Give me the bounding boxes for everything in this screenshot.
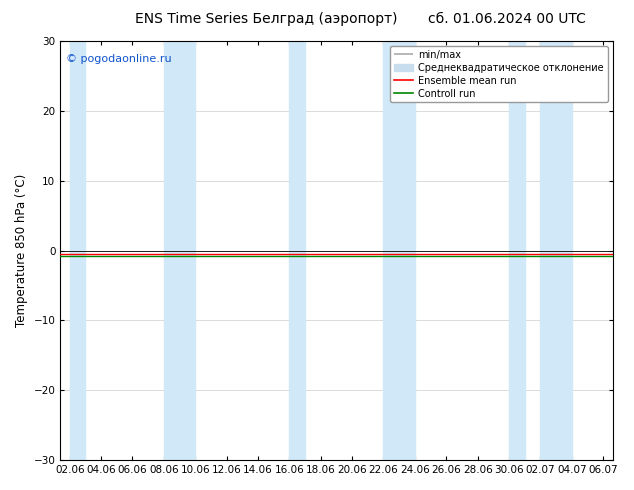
Bar <box>384 41 415 460</box>
Y-axis label: Temperature 850 hPa (°C): Temperature 850 hPa (°C) <box>15 174 28 327</box>
Bar <box>540 41 572 460</box>
Bar <box>509 41 525 460</box>
Legend: min/max, Среднеквадратическое отклонение, Ensemble mean run, Controll run: min/max, Среднеквадратическое отклонение… <box>390 46 608 102</box>
Bar <box>164 41 195 460</box>
Text: сб. 01.06.2024 00 UTC: сб. 01.06.2024 00 UTC <box>428 12 586 26</box>
Bar <box>289 41 305 460</box>
Text: ENS Time Series Белград (аэропорт): ENS Time Series Белград (аэропорт) <box>135 12 398 26</box>
Bar <box>70 41 86 460</box>
Text: © pogodaonline.ru: © pogodaonline.ru <box>66 53 171 64</box>
